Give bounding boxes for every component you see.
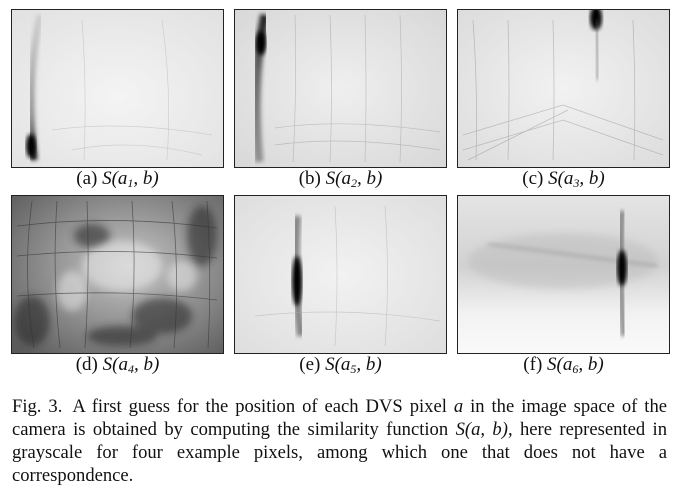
figure-caption: Fig. 3. A first guess for the position of…: [12, 396, 668, 486]
panel-label-c: (c) S(a3, b): [522, 168, 605, 190]
panel-b: (b) S(a2, b): [234, 9, 447, 194]
similarity-map-e: [234, 195, 447, 354]
similarity-map-c: [457, 9, 670, 168]
similarity-map-b: [234, 9, 447, 168]
panel-label-f: (f) S(a6, b): [523, 354, 604, 376]
similarity-map-a: [11, 9, 224, 168]
similarity-map-d: [11, 195, 224, 354]
panel-d: (d) S(a4, b): [11, 195, 224, 380]
similarity-map-f: [457, 195, 670, 354]
figure-number: Fig. 3.: [12, 396, 63, 417]
panel-label-a: (a) S(a1, b): [76, 168, 159, 190]
panel-e: (e) S(a5, b): [234, 195, 447, 380]
panel-c: (c) S(a3, b): [457, 9, 670, 194]
panel-label-b: (b) S(a2, b): [298, 168, 383, 190]
panel-f: (f) S(a6, b): [457, 195, 670, 380]
panel-a: (a) S(a1, b): [11, 9, 224, 194]
panel-label-d: (d) S(a4, b): [75, 354, 160, 376]
panel-label-e: (e) S(a5, b): [299, 354, 382, 376]
